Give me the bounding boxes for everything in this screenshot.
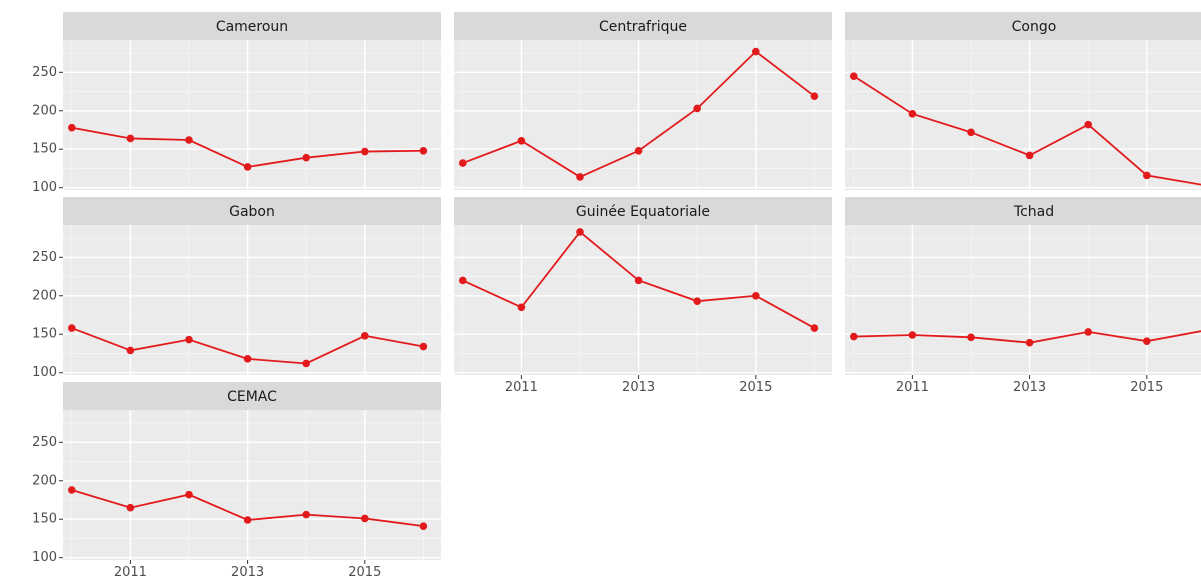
y-tick-label: 150 <box>32 512 57 527</box>
y-tick-label: 100 <box>32 180 57 195</box>
panel-background <box>63 225 441 375</box>
data-point <box>302 510 311 519</box>
data-point <box>126 134 135 143</box>
y-tick-label: 250 <box>32 250 57 265</box>
data-point <box>419 146 428 155</box>
facet-title: Gabon <box>229 204 275 220</box>
facet-strip <box>454 12 832 40</box>
facet-cameroun: Cameroun 100 150 200 250 <box>32 12 441 195</box>
y-tick-label: 150 <box>32 327 57 342</box>
facet-title: Guinée Equatoriale <box>576 204 710 220</box>
data-point <box>634 276 643 285</box>
data-point <box>810 324 819 332</box>
data-point <box>361 514 369 523</box>
data-point <box>126 503 135 512</box>
data-point <box>752 47 760 56</box>
facet-cemac: CEMAC 100 150 200 250 2011 2013 2015 <box>32 382 441 578</box>
data-point <box>693 104 702 113</box>
panel-background <box>845 225 1201 375</box>
data-point <box>185 490 193 499</box>
x-tick-label: 2015 <box>739 380 772 395</box>
facet-title: Cameroun <box>216 19 288 35</box>
data-point <box>849 332 858 341</box>
data-point <box>1143 171 1151 180</box>
data-point <box>693 297 702 305</box>
data-point <box>576 173 584 181</box>
facet-strip <box>63 382 441 410</box>
data-point <box>67 486 76 494</box>
data-point <box>908 331 917 339</box>
data-point <box>967 128 975 137</box>
x-tick-label: 2015 <box>1130 380 1163 395</box>
data-point <box>967 333 975 342</box>
x-tick-label: 2011 <box>114 565 147 578</box>
panel-background <box>845 40 1201 190</box>
facet-congo: Congo <box>845 12 1201 190</box>
y-tick-label: 200 <box>32 473 57 488</box>
x-tick-label: 2013 <box>1013 380 1046 395</box>
panel-background <box>63 40 441 190</box>
data-point <box>576 228 584 236</box>
data-point <box>361 331 369 340</box>
data-point <box>517 136 526 145</box>
data-point <box>185 136 193 144</box>
x-tick-label: 2015 <box>348 565 381 578</box>
data-point <box>1025 151 1034 160</box>
data-point <box>185 335 193 344</box>
data-point <box>1025 338 1034 347</box>
data-point <box>458 159 467 167</box>
x-tick-label: 2011 <box>896 380 929 395</box>
panel-background <box>454 225 832 375</box>
data-point <box>1084 328 1093 336</box>
facet-tchad: Tchad 2011 2013 2015 <box>845 197 1201 395</box>
data-point <box>1084 120 1093 129</box>
x-tick-label: 2013 <box>231 565 264 578</box>
y-tick-label: 250 <box>32 65 57 80</box>
data-point <box>908 110 917 118</box>
facet-strip <box>845 12 1201 40</box>
x-tick-label: 2013 <box>622 380 655 395</box>
data-point <box>361 147 369 156</box>
y-tick-label: 200 <box>32 103 57 118</box>
data-point <box>67 123 76 132</box>
data-point <box>752 291 760 300</box>
y-tick-label: 100 <box>32 365 57 380</box>
facet-strip <box>63 12 441 40</box>
data-point <box>1143 337 1151 345</box>
data-point <box>243 163 252 171</box>
y-tick-label: 100 <box>32 550 57 565</box>
data-point <box>243 516 252 524</box>
facet-strip <box>845 197 1201 225</box>
panel-background <box>63 410 441 560</box>
data-point <box>243 355 252 363</box>
y-tick-label: 200 <box>32 288 57 303</box>
data-point <box>849 72 858 80</box>
facet-strip <box>63 197 441 225</box>
data-point <box>810 92 819 100</box>
data-point <box>634 146 643 155</box>
data-point <box>302 153 311 162</box>
data-point <box>517 303 526 312</box>
facet-centrafrique: Centrafrique <box>454 12 832 190</box>
facet-strip <box>454 197 832 225</box>
x-tick-label: 2011 <box>505 380 538 395</box>
data-point <box>419 522 428 530</box>
facet-guin-e-equatoriale: Guinée Equatoriale 2011 2013 2015 <box>454 197 832 395</box>
y-tick-label: 150 <box>32 142 57 157</box>
panel-background <box>454 40 832 190</box>
facet-title: Tchad <box>1013 204 1054 220</box>
facet-title: Congo <box>1012 19 1057 35</box>
facet-title: CEMAC <box>227 389 277 405</box>
data-point <box>419 342 428 351</box>
data-point <box>67 324 76 332</box>
facet-title: Centrafrique <box>599 19 687 35</box>
data-point <box>126 346 135 355</box>
y-tick-label: 250 <box>32 435 57 450</box>
data-point <box>302 359 311 368</box>
data-point <box>458 276 467 285</box>
facet-gabon: Gabon 100 150 200 250 <box>32 197 441 380</box>
